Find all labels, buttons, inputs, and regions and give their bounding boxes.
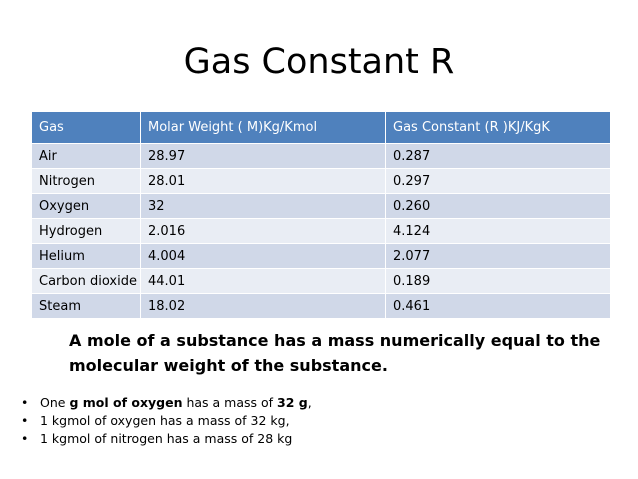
cell-gas: Oxygen [31,193,141,219]
cell-gas: Air [31,143,141,169]
cell-gas-constant: 0.189 [385,268,611,294]
table-row: Nitrogen 28.01 0.297 [31,168,611,194]
header-gas: Gas [31,111,141,144]
table-row: Carbon dioxide 44.01 0.189 [31,268,611,294]
cell-gas-constant: 2.077 [385,243,611,269]
gas-constant-table: Gas Molar Weight ( M)Kg/Kmol Gas Constan… [31,111,611,319]
cell-gas-constant: 0.260 [385,193,611,219]
slide-title: Gas Constant R [183,42,455,82]
cell-gas: Steam [31,293,141,319]
cell-molar-weight: 4.004 [140,243,386,269]
bullet-text: 1 kgmol of nitrogen has a mass of 28 kg [40,431,293,446]
bullet-text: , [307,395,312,410]
table-row: Helium 4.004 2.077 [31,243,611,269]
example-bullet-list: One g mol of oxygen has a mass of 32 g, … [18,394,312,448]
header-molar-weight: Molar Weight ( M)Kg/Kmol [140,111,386,144]
cell-molar-weight: 28.01 [140,168,386,194]
bullet-text: 1 kgmol of oxygen has a mass of 32 kg, [40,413,290,428]
bullet-bold-text: 32 g [277,395,308,410]
cell-molar-weight: 18.02 [140,293,386,319]
table-header-row: Gas Molar Weight ( M)Kg/Kmol Gas Constan… [31,111,611,144]
bullet-item: 1 kgmol of nitrogen has a mass of 28 kg [18,430,312,448]
cell-gas: Helium [31,243,141,269]
cell-gas-constant: 0.287 [385,143,611,169]
bullet-item: 1 kgmol of oxygen has a mass of 32 kg, [18,412,312,430]
header-gas-constant: Gas Constant (R )KJ/KgK [385,111,611,144]
cell-gas-constant: 0.461 [385,293,611,319]
cell-gas: Nitrogen [31,168,141,194]
cell-gas-constant: 4.124 [385,218,611,244]
table-row: Hydrogen 2.016 4.124 [31,218,611,244]
bullet-text: has a mass of [182,395,278,410]
cell-molar-weight: 32 [140,193,386,219]
bullet-bold-text: g mol of oxygen [69,395,183,410]
cell-gas: Hydrogen [31,218,141,244]
mole-definition-note: A mole of a substance has a mass numeric… [69,331,601,375]
cell-gas-constant: 0.297 [385,168,611,194]
table-row: Air 28.97 0.287 [31,143,611,169]
cell-gas: Carbon dioxide [31,268,141,294]
cell-molar-weight: 2.016 [140,218,386,244]
cell-molar-weight: 44.01 [140,268,386,294]
table-row: Oxygen 32 0.260 [31,193,611,219]
table-row: Steam 18.02 0.461 [31,293,611,319]
bullet-text: One [40,395,70,410]
cell-molar-weight: 28.97 [140,143,386,169]
bullet-item: One g mol of oxygen has a mass of 32 g, [18,394,312,412]
